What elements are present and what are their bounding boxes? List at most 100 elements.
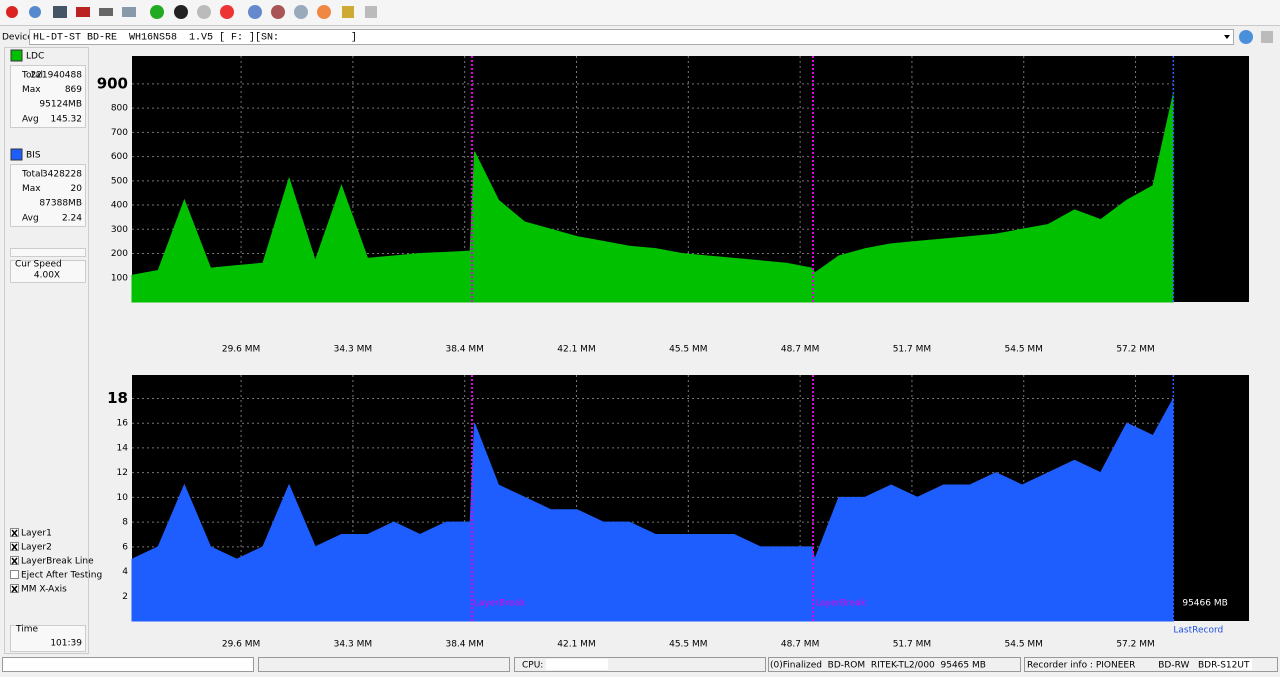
recorder-info: Recorder info : PIONEER BD-RW BDR-S12UT [1027,661,1250,671]
icon[interactable] [150,5,164,19]
x-tick-label: 29.6 MM [222,640,260,650]
legend-label: BIS [26,151,41,161]
icon[interactable] [220,5,234,19]
x-tick-label: 42.1 MM [557,640,595,650]
x-tick-label: 34.3 MM [334,345,372,355]
ldc-stats-box [10,65,86,128]
y-tick-label: 200 [111,249,128,259]
icon[interactable] [99,8,113,16]
icon[interactable] [76,7,90,17]
status-cell [768,657,1021,672]
area [131,398,1174,622]
unrecorded-area [1173,56,1249,302]
stat-label: Avg [22,114,39,124]
bis-stats-box [10,164,86,227]
time-label: Time [15,625,38,635]
status-cell [258,657,510,672]
y-tick-label: 2 [122,592,128,602]
icon[interactable] [174,5,188,19]
stat-value: 145.32 [51,114,83,124]
icon[interactable] [271,5,285,19]
y-tick-label: 10 [117,493,129,503]
chart: 100 200 300 400 500 600 700 800 900 29.6 MM 34.3 M… [97,56,1249,355]
icon[interactable] [122,7,136,17]
speed-label: Cur Speed [15,260,62,270]
speed-value: 4.00X [34,271,60,281]
y-tick-label: 8 [122,518,128,528]
checkbox[interactable] [10,570,19,579]
icon[interactable] [29,6,41,18]
y-tick-label: 16 [117,419,129,429]
stat-value: 869 [65,85,82,95]
time-box [10,625,86,652]
icon[interactable] [248,5,262,19]
option-label: LayerBreak Line [21,557,94,567]
y-tick-label: 18 [107,389,128,407]
device-select[interactable] [29,29,1234,45]
x-tick-label: 57.2 MM [1116,345,1154,355]
y-tick-label: 900 [97,74,128,92]
area [131,93,1174,303]
time-value: 101:39 [50,639,82,649]
stat-value: 87388MB [39,199,82,209]
checkbox-check [11,529,18,537]
icon[interactable] [317,5,331,19]
save-button[interactable] [1261,31,1273,43]
x-tick-label: 54.5 MM [1005,345,1043,355]
toolbar-icons [6,5,377,19]
y-tick-label: 6 [122,542,128,552]
y-tick-label: 800 [111,104,128,114]
x-tick-label: 45.5 MM [669,345,707,355]
dropdown-arrow [1224,35,1230,39]
icon[interactable] [197,5,211,19]
x-tick-label: 29.6 MM [222,345,260,355]
icon[interactable] [294,5,308,19]
x-tick-label: 48.7 MM [781,640,819,650]
stat-label: Max [22,184,41,194]
status-cell [2,657,254,672]
last-record-label: LastRecord [1173,626,1223,636]
y-tick-label: 600 [111,152,128,162]
x-tick-label: 45.5 MM [669,640,707,650]
x-tick-label: 54.5 MM [1005,640,1043,650]
icon[interactable] [53,6,67,18]
y-tick-label: 100 [111,273,128,283]
cpu-meter [546,659,608,670]
device-value: HL-DT-ST BD-RE WH16NS58 1.V5 [ F: ][SN: … [33,32,357,44]
option-label: Layer1 [21,529,52,539]
refresh-button[interactable] [1239,30,1253,44]
checkbox-check [11,557,18,565]
toolbar [0,0,1280,25]
legend-label: LDC [26,52,44,62]
speed-box [10,260,86,283]
x-tick-label: 51.7 MM [893,640,931,650]
icon[interactable] [365,6,377,18]
x-tick-label: 51.7 MM [893,345,931,355]
layer-break-label: LayerBreak [815,599,867,609]
option-label: MM X-Axis [21,585,67,595]
x-tick-label: 38.4 MM [445,345,483,355]
icon[interactable] [342,6,354,18]
option-label: Layer2 [21,543,52,553]
stat-label: Avg [22,213,39,223]
checkbox-check [11,585,18,593]
option-label: Eject After Testing [21,571,102,581]
icon[interactable] [6,6,18,18]
y-tick-label: 500 [111,176,128,186]
x-tick-label: 48.7 MM [781,345,819,355]
y-tick-label: 400 [111,201,128,211]
unrecorded-area [1173,375,1249,621]
y-tick-label: 12 [117,468,128,478]
stat-label: Max [22,85,41,95]
chart: 2 4 6 8 10 12 14 16 18 29.6 MM 34.3 MM 38.4 MM 42.1 … [107,375,1249,650]
y-tick-label: 14 [117,443,129,453]
y-tick-label: 300 [111,225,128,235]
checkbox-check [11,543,18,551]
stat-label: Total [21,71,43,81]
stat-value: 221940488 [30,71,82,81]
stat-label: Total [21,170,43,180]
x-tick-label: 38.4 MM [445,640,483,650]
empty-box [10,248,86,257]
x-tick-label: 42.1 MM [557,345,595,355]
